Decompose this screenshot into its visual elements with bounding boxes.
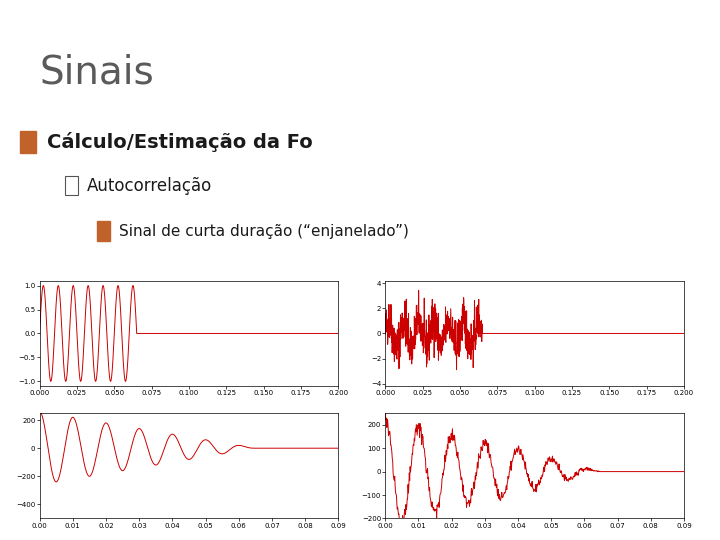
Text: Cálculo/Estimação da Fo: Cálculo/Estimação da Fo (47, 132, 312, 152)
Bar (65, 176, 78, 195)
Text: Sinais: Sinais (40, 54, 154, 92)
Text: Autocorrelação: Autocorrelação (86, 177, 212, 195)
Text: Sinal de curta duração (“enjanelado”): Sinal de curta duração (“enjanelado”) (119, 224, 409, 239)
Bar (20, 131, 36, 153)
Bar (97, 221, 110, 241)
